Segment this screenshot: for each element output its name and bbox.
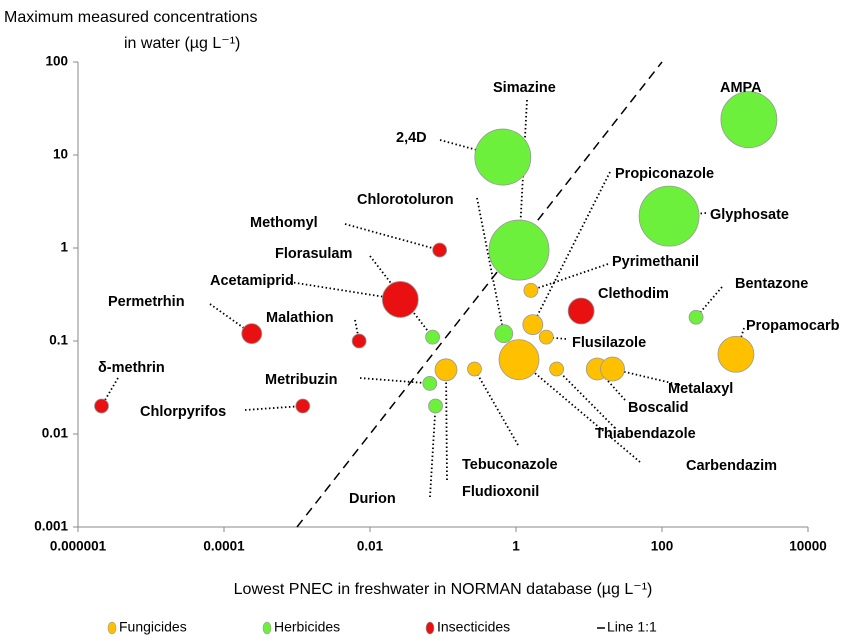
bubble (549, 361, 565, 377)
bubble (567, 297, 595, 325)
point-label: Flusilazole (572, 335, 646, 351)
leader-line (530, 263, 609, 292)
bubble (488, 219, 550, 281)
point-label: Pyrimethanil (612, 254, 699, 270)
x-tick-label: 10000 (789, 539, 827, 554)
legend-marker (107, 621, 117, 635)
point-label: Tebuconazole (462, 457, 558, 473)
leader-line (476, 197, 505, 334)
bubble (351, 333, 367, 349)
bubble (720, 91, 778, 149)
leader-line (429, 405, 437, 498)
point-label: Boscalid (628, 400, 688, 416)
point-label: Methomyl (250, 215, 318, 231)
y-tick-label: 10 (53, 147, 68, 162)
leader-line (555, 368, 616, 429)
bubble (717, 335, 755, 373)
leader-line (209, 303, 253, 335)
reference-line (296, 61, 663, 528)
leader-line (289, 281, 401, 301)
leader-line (100, 377, 119, 407)
bubble (428, 398, 443, 414)
y-tick-label: 100 (45, 54, 68, 69)
point-label: Acetamiprid (210, 273, 294, 289)
x-axis-title: Lowest PNEC in freshwater in NORMAN data… (234, 581, 653, 598)
y-axis-title: in water (µg L⁻¹) (124, 35, 240, 52)
x-tick-label: 100 (651, 539, 674, 554)
point-label: Simazine (493, 80, 556, 96)
bubble (538, 329, 554, 345)
bubble (638, 185, 700, 247)
point-label: δ-methrin (98, 360, 165, 376)
bubble (523, 283, 539, 298)
bubble (381, 281, 419, 318)
point-label: Permetrhin (108, 294, 185, 310)
point-label: 2,4D (396, 130, 427, 146)
bubble (295, 398, 311, 414)
y-tick-label: 0.1 (49, 333, 68, 348)
bubble (94, 398, 109, 414)
bubble (467, 361, 482, 377)
point-label: Thiabendazole (595, 426, 696, 442)
legend-marker (425, 621, 435, 635)
x-tick-label: 1 (512, 539, 520, 554)
bubble (600, 356, 625, 382)
point-label: Malathion (266, 310, 334, 326)
leader-line (596, 368, 626, 401)
bubble (522, 314, 544, 336)
point-label: Clethodim (598, 286, 669, 302)
leader-line (473, 368, 519, 446)
point-label: Chlorpyrifos (140, 404, 226, 420)
point-label: Chlorotoluron (357, 192, 454, 208)
bubble (494, 324, 514, 344)
y-tick-label: 0.001 (34, 519, 68, 534)
leader-line (518, 358, 641, 463)
point-label: Metalaxyl (668, 381, 733, 397)
point-label: Carbendazim (686, 458, 777, 474)
y-tick-label: 1 (60, 240, 68, 255)
legend-label: Line 1:1 (607, 619, 657, 635)
legend-label: Fungicides (119, 619, 187, 635)
bubble (241, 323, 263, 345)
point-label: AMPA (720, 80, 762, 96)
bubble (432, 242, 448, 258)
leader-line (344, 223, 440, 251)
x-tick-label: 0.01 (357, 539, 384, 554)
leader-line (532, 171, 611, 326)
leader-line (735, 327, 745, 355)
leader-line (369, 255, 434, 338)
legend-marker (262, 621, 272, 635)
point-label: Metribuzin (265, 372, 338, 388)
legend-label: Insecticides (437, 619, 510, 635)
point-label: Durion (349, 491, 396, 507)
leader-line (439, 139, 504, 158)
legend-label: Herbicides (274, 619, 340, 635)
bubble (474, 128, 532, 186)
leader-line (445, 369, 448, 481)
bubble (688, 309, 704, 325)
bubble (422, 376, 438, 391)
x-tick-label: 0.0001 (203, 539, 245, 554)
bubble (434, 358, 458, 382)
point-label: Glyphosate (710, 207, 789, 223)
y-axis-title: Maximum measured concentrations (4, 9, 257, 26)
point-label: Bentazone (735, 276, 808, 292)
point-label: Propiconazole (615, 166, 714, 182)
point-label: Propamocarb (746, 318, 840, 334)
leader-line (359, 377, 430, 385)
bubble (425, 329, 440, 345)
point-label: Fludioxonil (462, 484, 539, 500)
y-tick-label: 0.01 (42, 426, 69, 441)
x-tick-label: 0.000001 (50, 539, 107, 554)
leader-line (244, 405, 303, 411)
bubble (498, 339, 540, 381)
point-label: Florasulam (275, 246, 352, 262)
